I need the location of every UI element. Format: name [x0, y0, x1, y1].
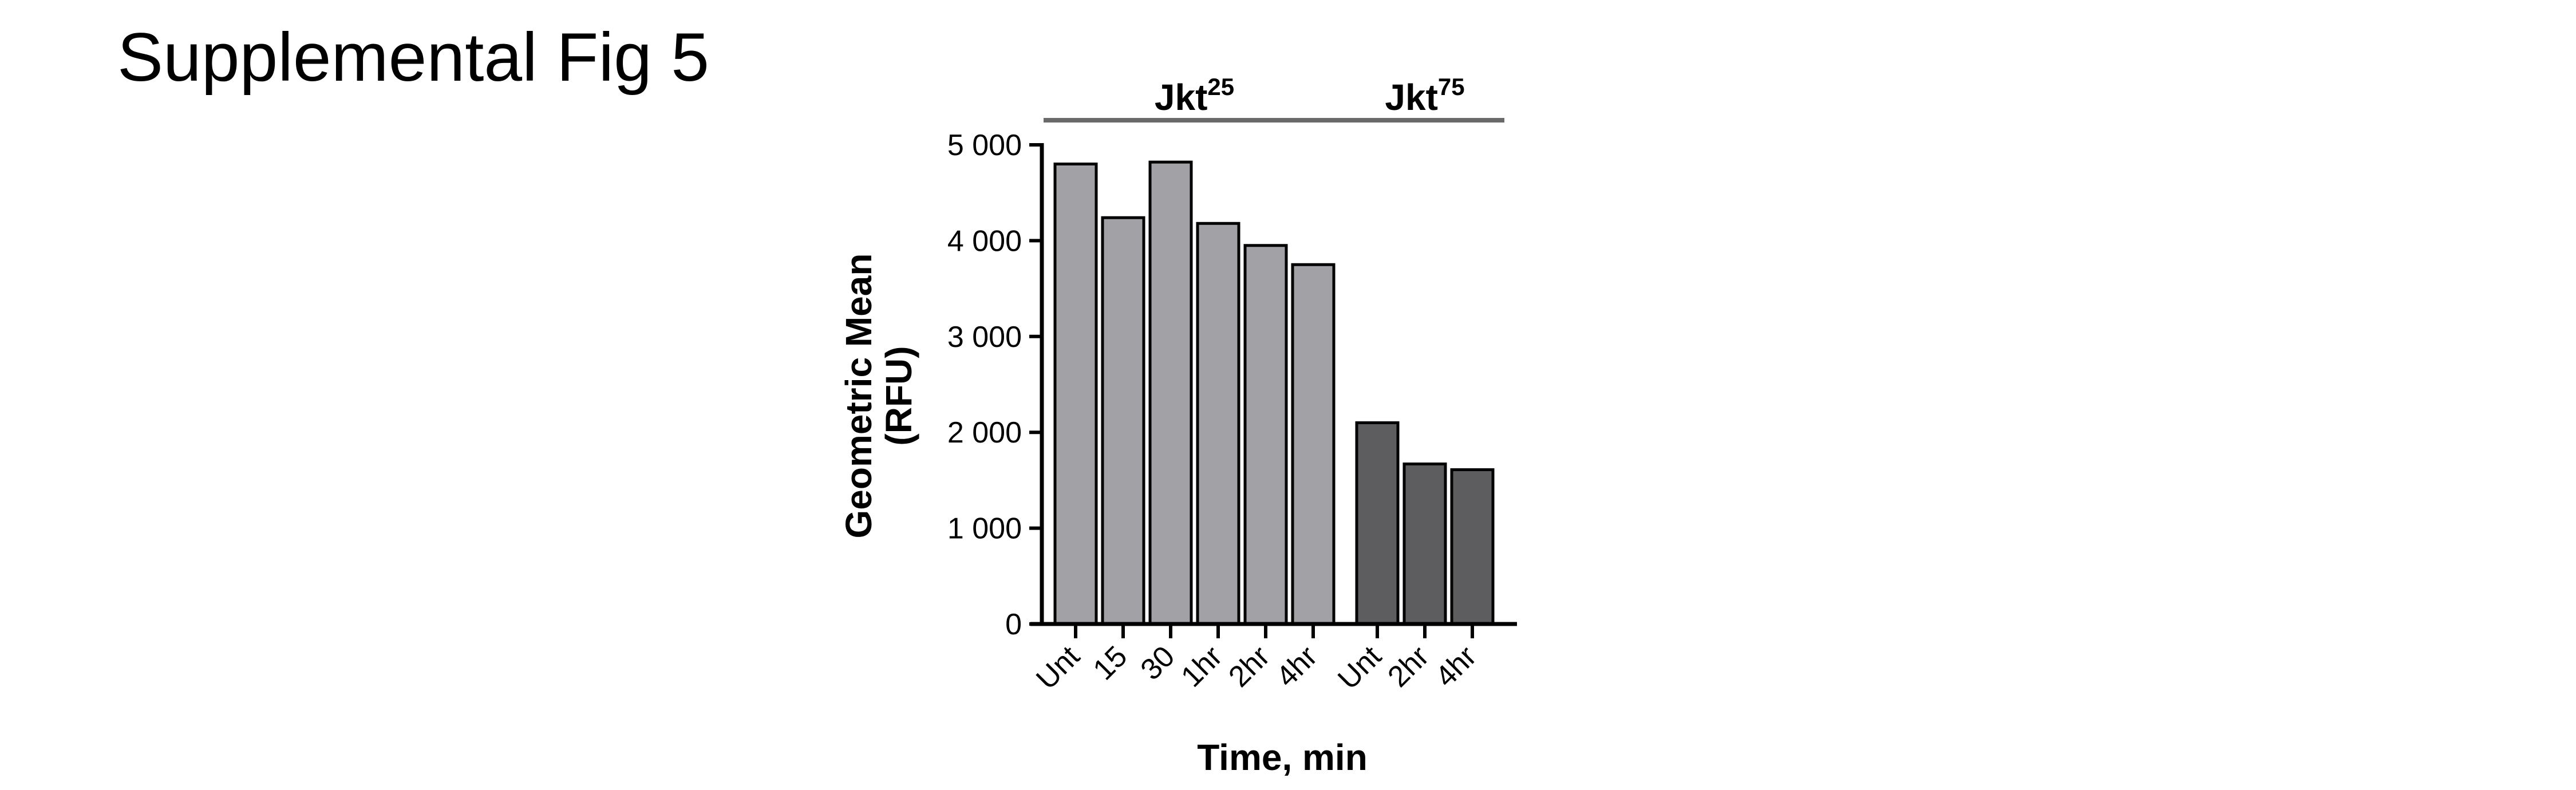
- bar-1-1hr: [1196, 222, 1240, 626]
- group-label: Jkt75: [1385, 73, 1464, 118]
- x-tick-label: 30: [1135, 639, 1182, 686]
- y-tick-label: 1 000: [947, 512, 1022, 546]
- y-axis-title-line: (RFU): [878, 346, 919, 445]
- group-brackets: Jkt25 Jkt75: [1044, 73, 1504, 123]
- group-label: Jkt25: [1155, 73, 1234, 118]
- y-axis-title-line: Geometric Mean: [838, 254, 879, 539]
- x-tick-label: 2hr: [1381, 639, 1435, 693]
- bar-1-unt: [1053, 162, 1098, 626]
- axes: [1030, 143, 1517, 626]
- bar-1-2hr: [1243, 244, 1288, 626]
- x-tick-label: 4hr: [1270, 639, 1323, 693]
- bar-1-30: [1148, 160, 1193, 626]
- y-tick-label: 3 000: [947, 321, 1022, 354]
- y-tick-label: 5 000: [947, 129, 1022, 162]
- y-axis-title: Geometric Mean(RFU): [838, 254, 919, 539]
- bar-1-15: [1101, 216, 1145, 626]
- y-tick-label: 2 000: [947, 416, 1022, 449]
- y-tick-label: 4 000: [947, 224, 1022, 258]
- x-tick-label: 4hr: [1429, 639, 1483, 693]
- x-tick-label: Unt: [1332, 639, 1388, 696]
- x-axis-title: Time, min: [1197, 737, 1368, 778]
- x-tick-label: Unt: [1030, 639, 1086, 696]
- bar-1-4hr: [1291, 263, 1336, 626]
- x-tick-label: 15: [1087, 639, 1134, 686]
- y-tick-label: 0: [1005, 608, 1022, 641]
- page-title: Supplemental Fig 5: [117, 19, 709, 96]
- bars: [1053, 160, 1495, 626]
- x-tick-label: 2hr: [1222, 639, 1276, 693]
- bar-2-4hr: [1450, 468, 1495, 626]
- y-ticks: 0 1 000 2 000 3 000 4 000 5 000: [947, 129, 1042, 641]
- x-tick-label: 1hr: [1175, 639, 1228, 693]
- bar-2-unt: [1355, 421, 1400, 626]
- bar-2-2hr: [1402, 462, 1447, 626]
